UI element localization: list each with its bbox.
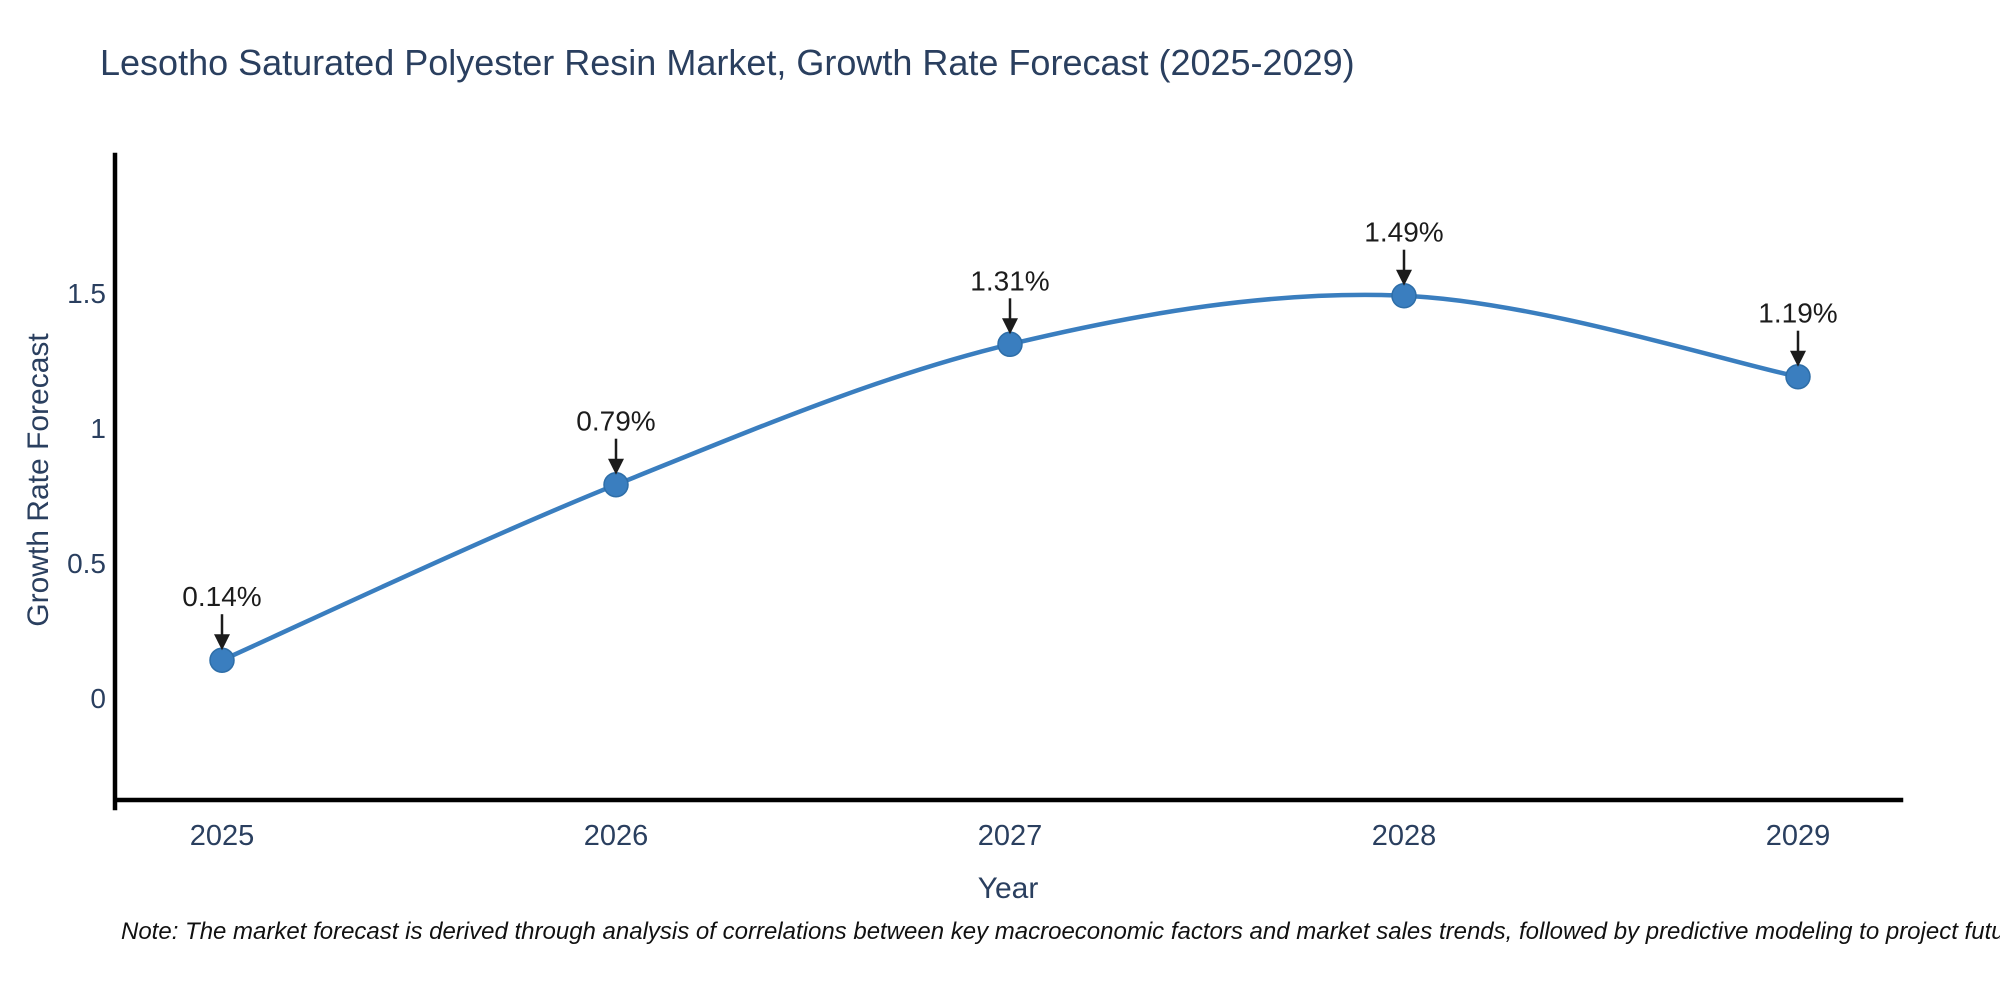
annotation-arrow-head [1002, 318, 1018, 335]
y-tick-label: 0 [90, 683, 106, 714]
chart-title: Lesotho Saturated Polyester Resin Market… [100, 42, 1355, 83]
y-tick-label: 1.5 [67, 278, 106, 309]
data-point-marker [1391, 282, 1417, 309]
x-tick-label: 2028 [1372, 820, 1437, 852]
data-point-marker [1785, 363, 1811, 390]
x-axis-title: Year [978, 872, 1039, 905]
y-axis-title: Growth Rate Forecast [22, 333, 55, 627]
point-annotation-label: 0.14% [182, 581, 261, 612]
point-annotation-label: 1.49% [1364, 217, 1443, 248]
y-tick-label: 0.5 [67, 548, 106, 579]
axis-line [112, 152, 1904, 811]
annotation-arrow-head [1790, 350, 1806, 367]
point-annotation-label: 1.19% [1758, 298, 1837, 329]
x-tick-label: 2027 [978, 820, 1043, 852]
point-annotation-label: 0.79% [576, 406, 655, 437]
annotation-arrow-head [1396, 269, 1412, 286]
data-point-marker [603, 471, 629, 498]
point-annotation-label: 1.31% [970, 265, 1049, 296]
footnote: Note: The market forecast is derived thr… [121, 918, 2000, 945]
data-point-marker [209, 647, 235, 673]
annotation-arrow-head [214, 634, 230, 651]
y-tick-label: 1 [90, 413, 106, 444]
x-tick-label: 2029 [1766, 820, 1831, 852]
x-tick-label: 2025 [190, 820, 255, 852]
annotation-arrow-head [608, 458, 624, 475]
x-tick-label: 2026 [584, 820, 649, 852]
data-point-marker [997, 331, 1023, 358]
